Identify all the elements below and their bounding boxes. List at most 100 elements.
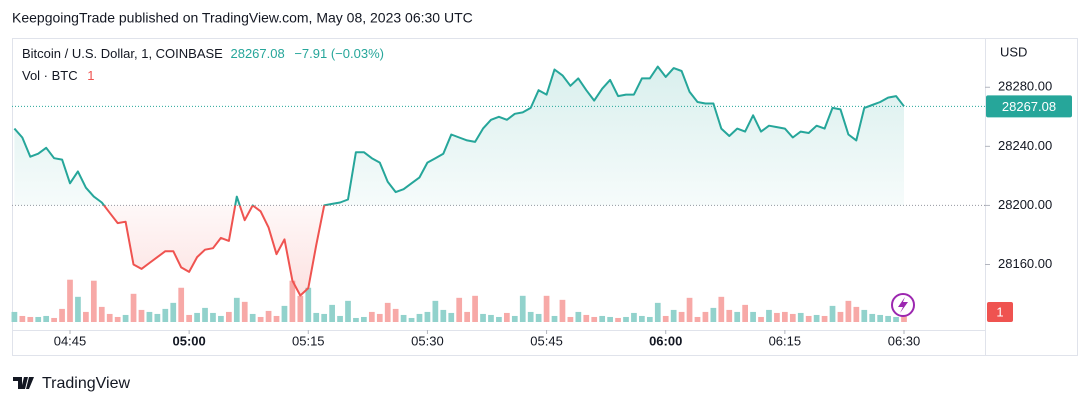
volume-bar [392,308,399,322]
volume-tag [987,302,1013,322]
volume-bar [43,315,50,322]
x-tick-label: 05:15 [292,333,325,348]
volume-bar [464,311,471,322]
volume-bar [837,311,844,322]
volume-bar [678,311,685,322]
x-tick-label: 06:00 [649,333,682,348]
volume-bar [559,299,566,322]
volume-bar [289,280,296,322]
y-axis-label: USD [1000,44,1027,59]
volume-bar [591,316,598,322]
volume-bar [694,316,701,322]
volume-bar [805,315,812,322]
volume-bar [686,297,693,322]
volume-bar [194,312,200,322]
volume-bar [519,295,526,322]
brand-logo: TradingView [13,375,130,392]
y-tick-label: 28240.00 [998,138,1052,153]
volume-bar [901,311,907,322]
volume-bar [480,313,486,322]
price-line [13,65,905,297]
volume-bar [432,300,439,322]
volume-bar [162,308,169,322]
volume-bar [337,315,343,322]
volume-bar [631,312,637,322]
volume-bar [789,313,796,322]
volume-bar [313,312,320,322]
volume-bar [376,313,383,322]
last-price-tag [986,95,1072,118]
volume-bar [67,279,73,322]
volume-bar [368,311,375,322]
volume-bar [90,280,97,322]
volume-bar [440,309,447,322]
volume-bar [607,316,613,322]
volume-bar [345,300,351,322]
volume-bar [567,316,574,322]
volume-bar [202,307,208,322]
volume-bar [885,315,891,322]
volume-bar [718,296,725,322]
attribution: KeepgoingTrade published on TradingView.… [12,10,473,26]
volume-bar [781,311,788,322]
volume-bar [662,315,669,322]
y-tick-label: 28280.00 [998,79,1052,94]
volume-bar [416,313,423,322]
volume-bar [702,311,709,322]
volume-bar [249,313,256,322]
volume-bar [821,315,828,322]
volume-bar [384,302,391,322]
volume-bar [774,312,780,322]
y-tick-label: 28160.00 [998,256,1052,271]
brand-name: TradingView [42,375,130,392]
volume-bar [623,316,629,322]
volume-bar [766,309,772,322]
x-tick-label: 05:00 [173,333,206,348]
legend-row: Bitcoin / U.S. Dollar, 1, COINBASE 28267… [22,46,384,61]
volume-bar [543,295,550,322]
volume-bar [535,313,542,322]
last-price-label: 28267.08 [1002,99,1056,114]
volume-bar [527,311,534,322]
volume-bar [877,314,884,322]
volume-bar [853,306,860,322]
volume-bar [670,309,677,322]
volume-bar [710,307,717,322]
volume-bar [742,304,749,322]
volume-bar [75,296,81,322]
volume-bar [138,309,145,322]
volume-bar [353,317,359,322]
volume-bar [11,311,18,322]
baseline-area [14,66,904,296]
volume-legend: Vol · BTC 1 [22,68,94,83]
volume-bar [19,315,26,322]
volume-bar [599,315,606,322]
volume-bar [472,295,478,322]
volume-bar [98,306,105,322]
volume-bar [639,315,645,322]
x-tick-label: 04:45 [54,333,87,348]
volume-bar [551,315,558,322]
volume-bar [575,311,582,322]
volume-bar [646,316,653,322]
volume-bar [734,311,741,322]
symbol-title: Bitcoin / U.S. Dollar, 1, COINBASE [22,46,223,61]
volume-bar [27,316,34,322]
volume-bar [829,305,836,322]
volume-bar [503,312,510,322]
volume-bar [273,315,280,322]
price-change: −7.91 (−0.03%) [294,46,384,61]
volume-bar [456,297,463,322]
volume-bar [813,314,820,322]
volume-bar [361,316,367,322]
volume-bar [726,309,733,322]
volume-bar [265,310,272,322]
volume-bar [400,314,407,322]
volume-bar [408,317,415,322]
volume-bar [893,316,899,322]
volume-bar [225,311,232,322]
volume-bar [114,316,121,322]
volume-bar [797,312,804,322]
volume-bar [750,311,756,322]
